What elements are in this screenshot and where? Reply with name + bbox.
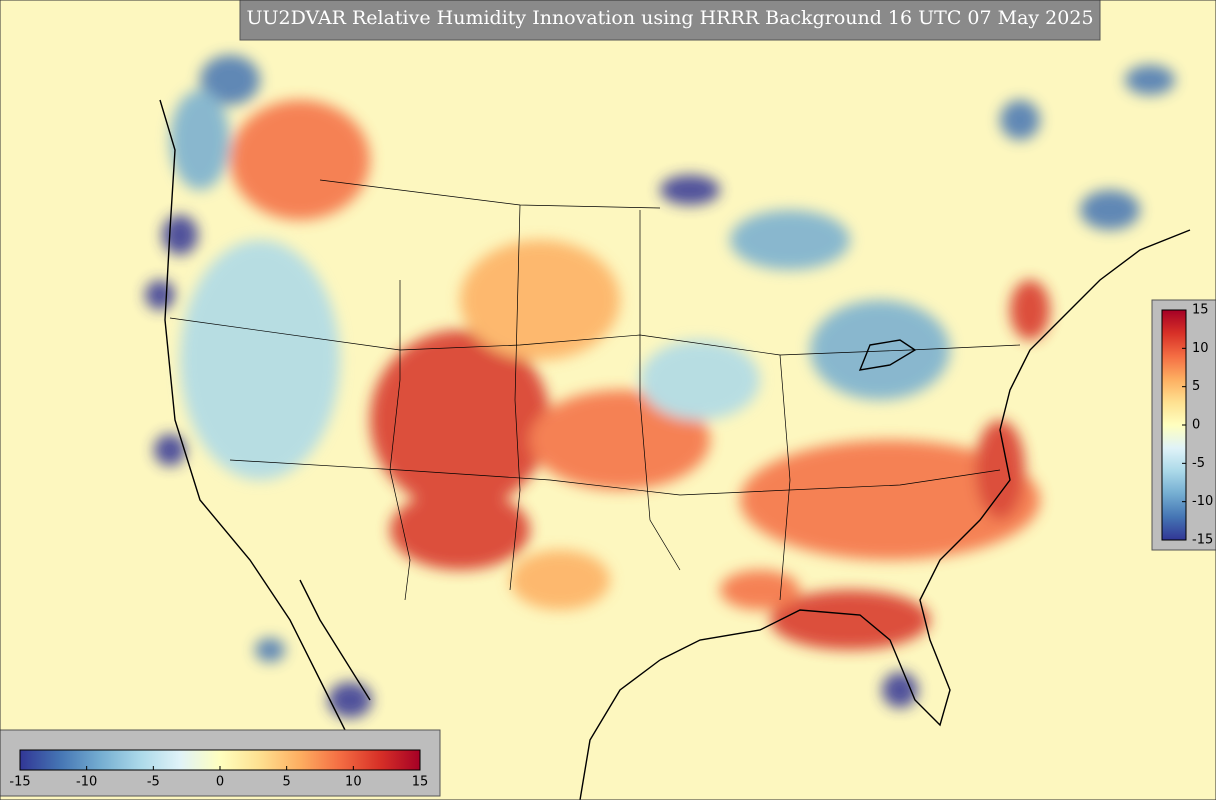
colorbar-tick-label: -15	[9, 775, 30, 790]
colorbar-tick-label: -5	[1192, 456, 1205, 471]
colorbar-tick-label: 10	[1192, 341, 1209, 356]
colorbar-tick-label: 10	[345, 775, 362, 790]
colorbar-tick-label: -10	[1192, 494, 1213, 509]
innovation-field	[145, 55, 1175, 718]
title-box: UU2DVAR Relative Humidity Innovation usi…	[239, 0, 1101, 41]
colorbar-tick-label: -15	[1192, 533, 1213, 548]
colorbar-tick-label: -10	[76, 775, 97, 790]
colorbar-tick-label: 5	[283, 775, 291, 790]
colorbar-tick-label: 15	[1192, 303, 1209, 318]
map-title: UU2DVAR Relative Humidity Innovation usi…	[246, 7, 1093, 29]
coastlines	[159, 99, 1191, 800]
colorbar-tick-label: 15	[412, 775, 429, 790]
state-borders	[169, 179, 1021, 601]
colorbar-tick-label: 0	[216, 775, 224, 790]
colorbar-tick-label: 5	[1192, 379, 1200, 394]
colorbar-tick-label: 0	[1192, 418, 1200, 433]
colorbar-tick-label: -5	[147, 775, 160, 790]
